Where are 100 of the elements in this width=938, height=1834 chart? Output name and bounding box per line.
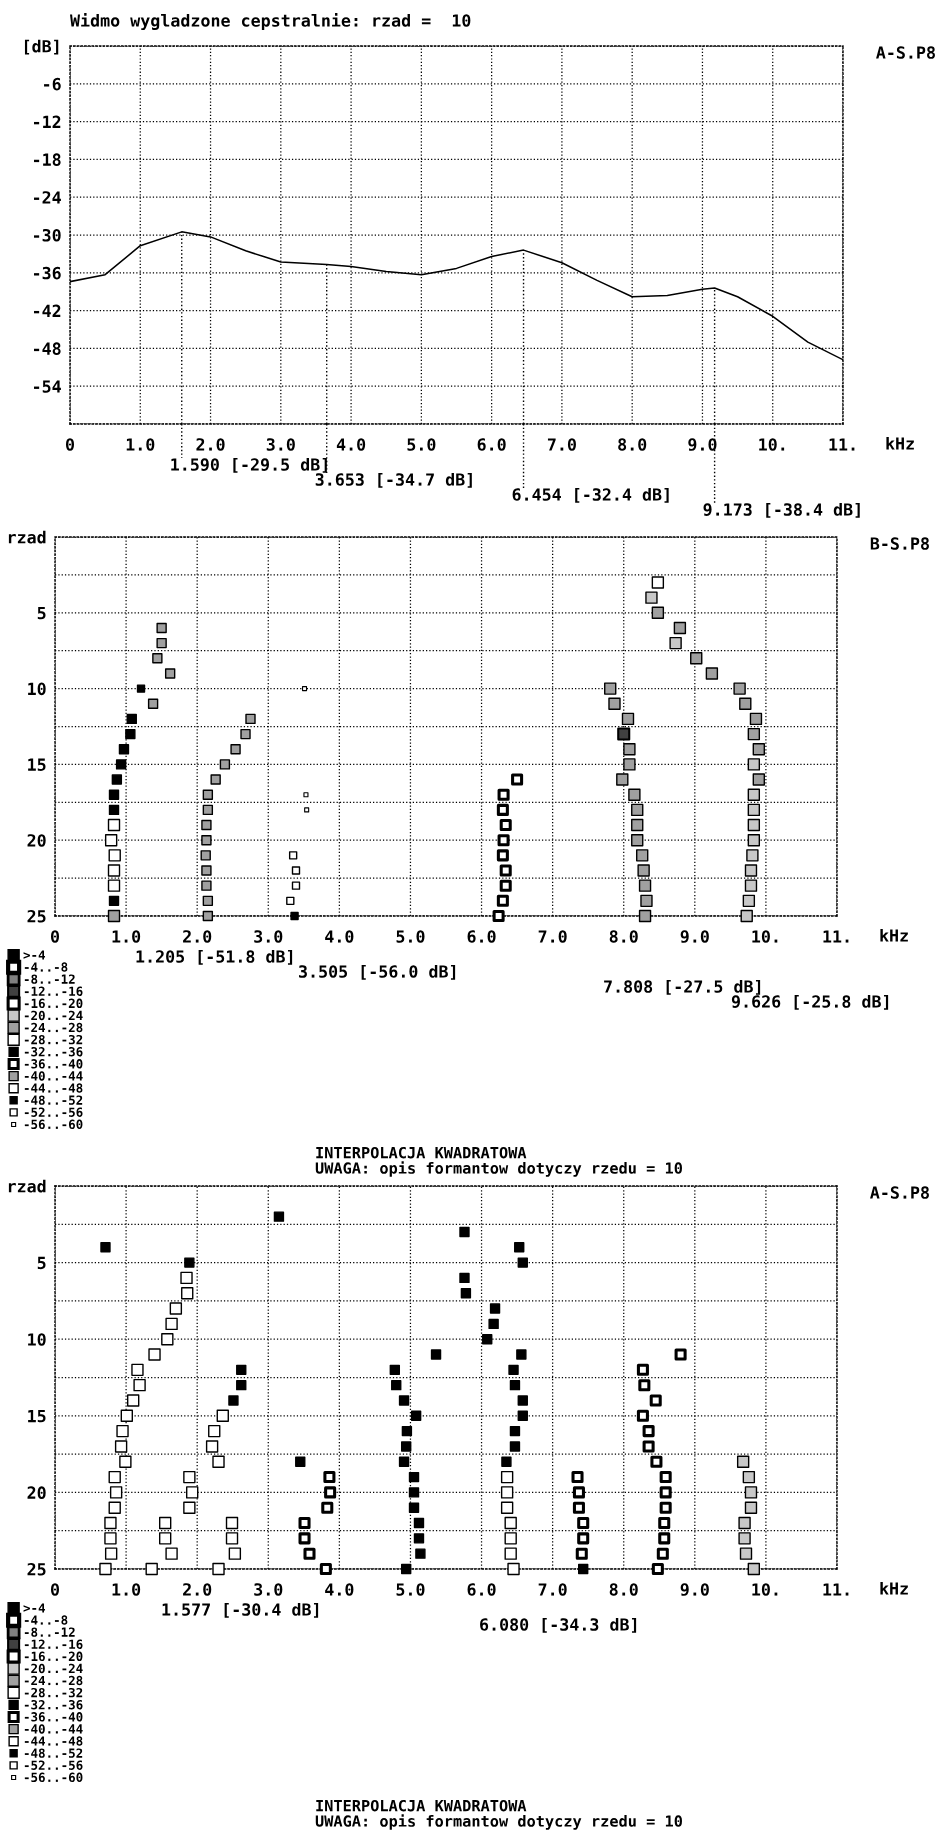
x-tick-label: 3.0 — [266, 438, 295, 451]
legend-label: -56..-60 — [24, 1772, 83, 1783]
x-tick-label: 8.0 — [618, 438, 647, 451]
x-tick-label: 7.0 — [547, 438, 576, 451]
y-tick-label: -48 — [34, 342, 61, 355]
text: 1.577 [-30.4 dB] — [162, 1602, 319, 1618]
legend-label: -16..-20 — [24, 1651, 83, 1662]
y-tick-label: 20 — [27, 834, 46, 847]
x-tick-label: 6.0 — [467, 1583, 496, 1596]
y-tick-label: 5 — [37, 606, 46, 620]
x-tick-label: 4.0 — [325, 1583, 354, 1596]
y-tick-label: -36 — [34, 266, 61, 280]
x-tick-label: 8.0 — [609, 930, 638, 943]
legend-label: 1.590 [-29.5 dB] — [171, 457, 327, 473]
x-tick-label: 5.0 — [396, 930, 425, 943]
x-tick-label: 8.0 — [609, 1583, 638, 1596]
x-tick-label: 0 — [65, 438, 75, 451]
chart-title: Widmo wygladzone cepstralnie: rzad = 10 — [70, 13, 471, 31]
legend-label: -20..-24 — [24, 1663, 83, 1674]
legend-label: -44..-48 — [24, 1736, 83, 1746]
x-tick-label: 5.0 — [396, 1583, 425, 1596]
ref-line-label: 3.653 [-34.7 dB] — [315, 472, 472, 488]
y-tick-label: -6 — [44, 77, 61, 91]
x-tick-label: 9.0 — [680, 930, 709, 943]
x-tick-label: 10. — [752, 930, 778, 943]
x-tick-label: 11. — [829, 438, 855, 451]
legend-label: -8..-12 — [24, 974, 75, 984]
y-tick-label: 25 — [27, 1562, 46, 1576]
legend-label: -32..-36 — [24, 1700, 83, 1710]
x-tick-label: 4.0 — [325, 930, 354, 943]
legend-label: -36..-40 — [24, 1712, 83, 1722]
x-tick-label: 6.0 — [467, 930, 496, 943]
x-axis-title: kHz — [880, 1581, 908, 1595]
legend-label: -32..-36 — [24, 1047, 83, 1057]
y-tick-label: -30 — [34, 228, 61, 242]
x-tick-label: 2.0 — [196, 438, 225, 451]
x-tick-label: 10. — [759, 438, 785, 451]
x-tick-label: 9.0 — [688, 438, 717, 451]
legend-label: -40..-44 — [24, 1071, 83, 1081]
legend-label: -52..-56 — [24, 1107, 83, 1117]
x-tick-label: 2.0 — [183, 930, 212, 943]
legend-label: -28..-32 — [24, 1687, 83, 1698]
text: 9.626 [-25.8 dB] — [731, 994, 889, 1010]
legend-label: -48..-52 — [24, 1748, 83, 1758]
legend-label: -40..-44 — [24, 1724, 83, 1734]
y-tick-label: 10 — [28, 682, 46, 696]
legend-label: -4..-8 — [24, 1615, 68, 1625]
text: 7.808 [-27.5 dB] — [604, 979, 761, 995]
text: INTERPOLACJA KWADRATOWA — [316, 1146, 527, 1159]
legend-label: -36..-40 — [24, 1059, 83, 1069]
text: 3.505 [-56.0 dB] — [299, 964, 456, 980]
y-tick-label: rzad — [8, 1179, 46, 1193]
x-tick-label: 3.0 — [254, 1583, 283, 1596]
text: 6.080 [-34.3 dB] — [480, 1617, 637, 1633]
text: A-S.P8 — [876, 46, 935, 59]
y-tick-label: -42 — [34, 304, 61, 317]
x-tick-label: 7.0 — [538, 1583, 567, 1596]
y-tick-label: 25 — [27, 909, 46, 923]
x-tick-label: 0 — [50, 1583, 60, 1596]
legend-label: -28..-32 — [24, 1034, 83, 1045]
y-tick-label: 15 — [28, 1409, 46, 1423]
x-tick-label: 11. — [823, 930, 849, 943]
legend-label: -44..-48 — [24, 1083, 83, 1093]
x-tick-label: 5.0 — [407, 438, 436, 451]
x-tick-label: 10. — [752, 1583, 778, 1596]
ref-line-label: 6.454 [-32.4 dB] — [512, 487, 669, 503]
x-axis-title: kHz — [886, 436, 914, 450]
text: 1.205 [-51.8 dB] — [136, 949, 293, 965]
y-tick-label: -18 — [34, 153, 61, 166]
legend-label: -8..-12 — [24, 1627, 75, 1637]
x-tick-label: 1.0 — [112, 930, 141, 943]
x-tick-label: 6.0 — [477, 438, 506, 451]
legend-label: -56..-60 — [24, 1119, 83, 1130]
legend-label: -24..-28 — [24, 1675, 83, 1686]
x-tick-label: 1.0 — [112, 1583, 141, 1596]
legend-label: -12..-16 — [24, 986, 83, 996]
ref-line-label: 9.173 [-38.4 dB] — [703, 502, 860, 518]
y-tick-label: 15 — [28, 758, 46, 771]
x-tick-label: 1.0 — [126, 438, 155, 451]
x-tick-label: 4.0 — [336, 438, 366, 451]
y-tick-label: 10 — [28, 1333, 46, 1346]
x-axis-title: kHz — [880, 928, 908, 942]
x-tick-label: 0 — [50, 930, 60, 943]
x-tick-label: 11. — [823, 1583, 849, 1596]
y-tick-label: 20 — [27, 1486, 46, 1499]
y-tick-label: -12 — [34, 115, 61, 128]
y-tick-label: -24 — [34, 191, 61, 204]
text: UWAGA: opis formantow dotyczy rzedu = 10 — [315, 1814, 682, 1830]
legend-label: -20..-24 — [24, 1010, 83, 1021]
legend-label: -12..-16 — [24, 1639, 83, 1649]
y-tick-label: [dB] — [24, 39, 59, 55]
legend-label: >-4 — [23, 1603, 46, 1613]
x-tick-label: 3.0 — [254, 930, 283, 943]
legend-label: -52..-56 — [24, 1760, 83, 1770]
y-tick-label: -54 — [34, 380, 61, 393]
text: UWAGA: opis formantow dotyczy rzedu = 10 — [315, 1161, 682, 1177]
text: A-S.P8 — [870, 1186, 929, 1199]
x-tick-label: 2.0 — [183, 1583, 212, 1596]
legend-label: >-4 — [23, 950, 46, 960]
x-tick-label: 9.0 — [680, 1583, 709, 1596]
